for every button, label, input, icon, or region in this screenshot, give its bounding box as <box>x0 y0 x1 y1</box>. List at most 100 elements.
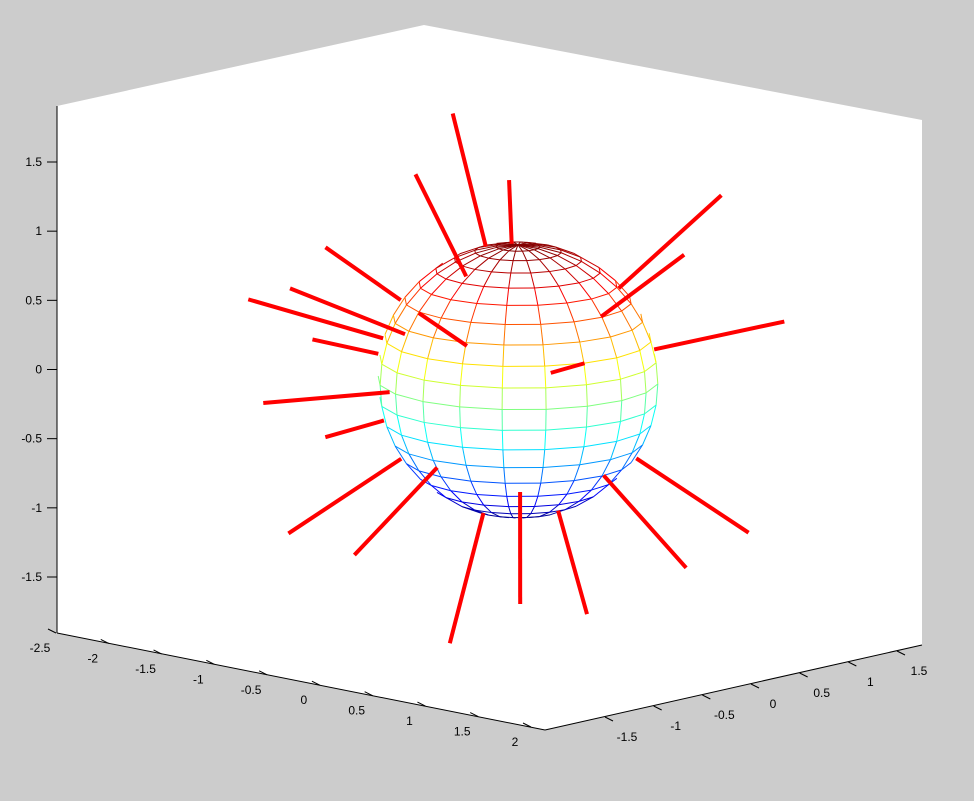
sphere-meridian-segment <box>395 372 398 395</box>
sphere-meridian-segment <box>440 299 452 319</box>
sphere-latitude-segment <box>418 311 442 319</box>
y-tick-mark <box>702 694 711 700</box>
sphere-meridian-segment <box>630 303 644 323</box>
sphere-meridian-segment <box>609 336 618 358</box>
sphere-meridian-segment <box>502 344 505 367</box>
sphere-latitude-segment <box>579 336 611 343</box>
sphere-latitude-segment <box>558 500 580 506</box>
sphere-meridian-segment <box>476 494 485 506</box>
sphere-latitude-segment <box>470 480 506 484</box>
sphere-meridian-segment <box>655 383 659 406</box>
sphere-meridian-segment <box>573 464 581 481</box>
sphere-meridian-segment <box>395 394 398 416</box>
sphere-latitude-segment <box>601 310 622 318</box>
x-tick-label: 0 <box>301 693 308 707</box>
sphere-latitude-segment <box>470 321 506 326</box>
x-tick-mark <box>417 701 426 707</box>
y-tick-mark <box>653 705 662 711</box>
sphere-meridian-segment <box>459 247 479 255</box>
sphere-latitude-segment <box>427 441 463 448</box>
x-tick-mark <box>206 659 215 665</box>
sphere-meridian-segment <box>544 366 547 388</box>
normal-line <box>324 245 402 302</box>
sphere-latitude-segment <box>476 302 507 306</box>
sphere-meridian-segment <box>526 513 532 518</box>
normal-line <box>417 311 469 348</box>
sphere-meridian-segment <box>408 453 420 472</box>
normal-line <box>247 297 384 341</box>
normal-line <box>653 319 785 352</box>
sphere-latitude-segment <box>534 504 559 508</box>
sphere-meridian-segment <box>401 435 410 455</box>
sphere-meridian-segment <box>508 272 512 289</box>
sphere-latitude-segment <box>401 434 428 443</box>
x-tick-mark <box>311 680 321 686</box>
sphere-meridian-segment <box>435 257 455 269</box>
sphere-meridian-segment <box>465 322 472 343</box>
sphere-meridian-segment <box>601 317 611 338</box>
sphere-latitude-segment <box>549 268 566 273</box>
sphere-meridian-segment <box>537 305 542 325</box>
sphere-meridian-segment <box>470 480 478 495</box>
y-tick-label: 0 <box>770 697 777 711</box>
sphere-meridian-segment <box>379 385 383 407</box>
sphere-meridian-segment <box>502 449 505 468</box>
sphere-meridian-segment <box>616 421 621 442</box>
sphere-meridian-segment <box>601 459 611 477</box>
sphere-meridian-segment <box>379 364 383 386</box>
sphere-latitude-segment <box>441 317 471 323</box>
sphere-latitude-segment <box>621 303 632 312</box>
normal-line <box>413 173 469 278</box>
sphere-meridian-segment <box>581 261 601 274</box>
sphere-meridian-segment <box>504 483 508 497</box>
sphere-latitude-segment <box>386 342 402 353</box>
sphere-meridian-segment <box>528 516 540 519</box>
sphere-meridian-segment <box>549 257 566 270</box>
sphere-meridian-segment <box>566 302 575 323</box>
sphere-meridian-segment <box>491 259 501 273</box>
sphere-meridian-segment <box>470 303 478 323</box>
sphere-latitude-segment <box>396 414 425 423</box>
sphere-meridian-segment <box>631 330 641 351</box>
sphere-latitude-segment <box>620 413 645 422</box>
sphere-latitude-segment <box>420 287 432 295</box>
sphere-latitude-segment <box>431 485 451 492</box>
x-tick-label: -1.5 <box>135 662 156 676</box>
sphere-latitude-segment <box>462 282 484 288</box>
sphere-latitude-segment <box>591 484 609 491</box>
sphere-meridian-segment <box>459 363 464 386</box>
sphere-latitude-segment <box>475 252 481 257</box>
sphere-latitude-segment <box>530 271 550 274</box>
sphere-meridian-segment <box>501 430 504 450</box>
sphere-meridian-segment <box>566 480 575 495</box>
sphere-meridian-segment <box>510 513 514 518</box>
sphere-meridian-segment <box>557 255 577 266</box>
sphere-latitude-segment <box>615 280 618 288</box>
sphere-latitude-segment <box>404 297 407 306</box>
sphere-latitude-segment <box>474 509 492 514</box>
sphere-meridian-segment <box>501 366 504 389</box>
sphere-meridian-segment <box>396 351 403 373</box>
sphere-meridian-segment <box>427 442 434 461</box>
sphere-latitude-segment <box>379 384 396 395</box>
sphere-meridian-segment <box>422 380 425 402</box>
sphere-meridian-segment <box>517 241 521 246</box>
sphere-latitude-segment <box>620 371 645 380</box>
x-tick-mark <box>153 649 162 655</box>
sphere-meridian-segment <box>499 516 509 519</box>
sphere-meridian-segment <box>639 413 645 435</box>
sphere-meridian-segment <box>508 506 512 514</box>
sphere-meridian-segment <box>542 344 546 367</box>
normal-line <box>287 457 403 536</box>
z-tick-label: 1.5 <box>25 155 42 169</box>
sphere-meridian-segment <box>579 446 585 465</box>
normal-line <box>550 361 586 375</box>
sphere-meridian-segment <box>534 496 539 507</box>
sphere-latitude-segment <box>436 273 447 280</box>
sphere-meridian-segment <box>590 298 603 318</box>
sphere-latitude-segment <box>608 286 618 295</box>
z-axis-ticks: 1.5 1 0.5 0 -0.5 -1 -1.5 <box>21 155 57 584</box>
sphere-meridian-segment <box>517 244 523 252</box>
sphere-latitude-segment <box>488 257 501 261</box>
sphere-meridian-segment <box>630 444 643 463</box>
